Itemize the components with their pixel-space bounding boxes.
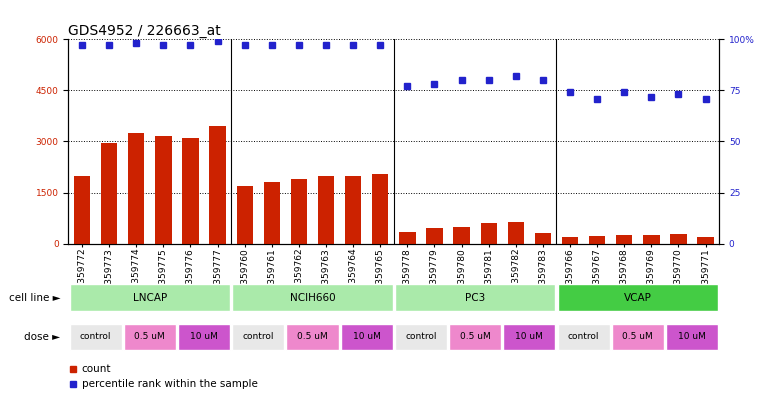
Bar [74,176,90,244]
Bar [558,324,610,350]
Bar [232,324,285,350]
Bar [372,174,388,244]
Text: control: control [243,332,274,342]
Text: cell line ►: cell line ► [8,293,60,303]
Bar [341,324,393,350]
Bar [395,324,447,350]
Bar [124,324,176,350]
Text: 10 uM: 10 uM [515,332,543,342]
Text: GDS4952 / 226663_at: GDS4952 / 226663_at [68,24,221,38]
Text: control: control [568,332,600,342]
Bar [503,324,556,350]
Bar [128,133,145,244]
Bar [345,176,361,244]
Bar [481,223,497,244]
Text: percentile rank within the sample: percentile rank within the sample [81,379,258,389]
Text: LNCAP: LNCAP [132,293,167,303]
Bar [69,285,230,311]
Bar [237,186,253,244]
Bar [697,237,714,244]
Bar [426,228,443,244]
Bar [209,126,226,244]
Bar [670,235,686,244]
Bar [558,285,718,311]
Text: count: count [81,364,111,374]
Text: PC3: PC3 [465,293,486,303]
Bar [101,143,117,244]
Text: 0.5 uM: 0.5 uM [297,332,328,342]
Text: 0.5 uM: 0.5 uM [622,332,653,342]
Text: NCIH660: NCIH660 [290,293,336,303]
Bar [291,179,307,244]
Bar [612,324,664,350]
Text: 0.5 uM: 0.5 uM [135,332,165,342]
Text: dose ►: dose ► [24,332,60,342]
Text: 10 uM: 10 uM [678,332,706,342]
Text: 10 uM: 10 uM [353,332,380,342]
Bar [264,182,280,244]
Bar [178,324,230,350]
Bar [155,136,171,244]
Text: control: control [80,332,111,342]
Bar [183,138,199,244]
Bar [449,324,501,350]
Bar [454,227,470,244]
Bar [589,236,605,244]
Bar [395,285,556,311]
Text: control: control [405,332,437,342]
Bar [318,176,334,244]
Text: 0.5 uM: 0.5 uM [460,332,491,342]
Bar [508,222,524,244]
Bar [666,324,718,350]
Text: 10 uM: 10 uM [190,332,218,342]
Bar [232,285,393,311]
Bar [643,235,660,244]
Bar [616,235,632,244]
Bar [69,324,122,350]
Bar [286,324,339,350]
Bar [562,237,578,244]
Bar [535,233,551,244]
Bar [400,232,416,244]
Text: VCAP: VCAP [624,293,651,303]
